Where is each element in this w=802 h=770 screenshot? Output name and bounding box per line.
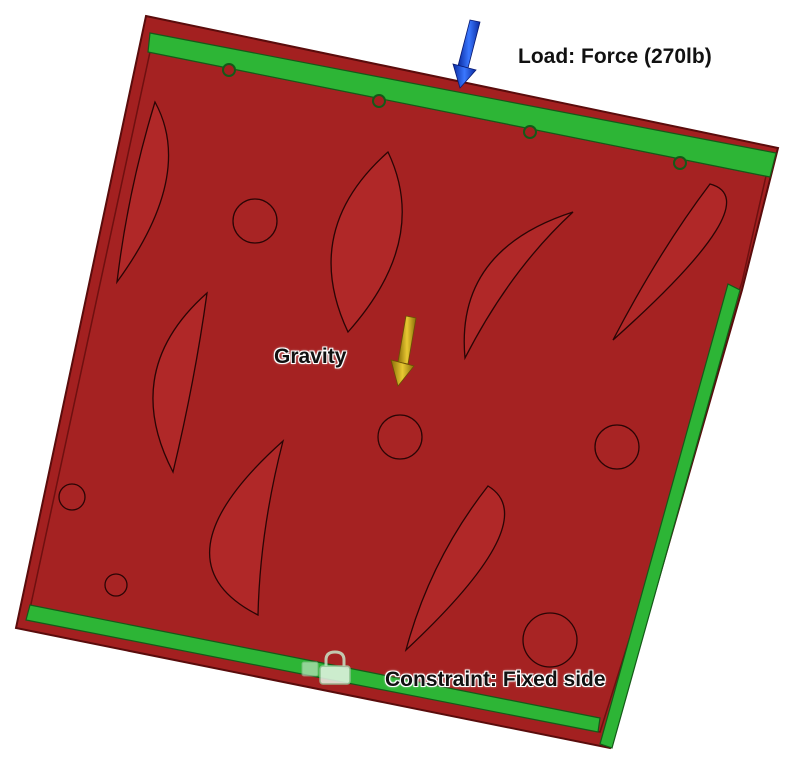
load-arrow-icon (452, 19, 481, 89)
gravity-label: Gravity (274, 345, 347, 368)
pocket-group (116, 100, 728, 653)
pocket (404, 485, 506, 653)
mount-hole-group (222, 63, 687, 170)
mount-hole (523, 125, 537, 139)
constraint-face-right (599, 283, 741, 749)
boss (522, 612, 578, 668)
pocket (152, 291, 208, 474)
pocket (209, 439, 285, 617)
pocket (330, 150, 403, 334)
constraint-label: Constraint: Fixed side (385, 668, 606, 691)
boss (594, 424, 640, 470)
boss (232, 198, 278, 244)
mount-hole (673, 156, 687, 170)
pocket (612, 183, 728, 341)
mount-hole (222, 63, 236, 77)
lock-icon (301, 650, 351, 685)
boss-group (58, 198, 640, 668)
gravity-arrow-icon (390, 315, 417, 387)
load-face (147, 32, 777, 178)
boss (58, 483, 86, 511)
load-label: Load: Force (270lb) (518, 45, 712, 68)
pocket (463, 211, 574, 361)
boss (104, 573, 128, 597)
pocket (116, 100, 170, 285)
mount-hole (372, 94, 386, 108)
boss (377, 414, 423, 460)
